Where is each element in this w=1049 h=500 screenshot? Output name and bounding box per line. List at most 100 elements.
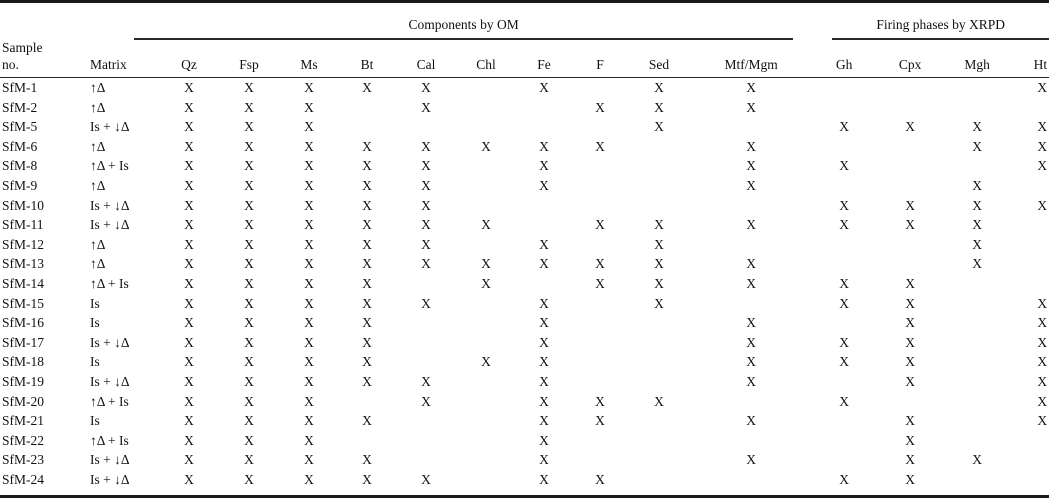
om-mark-cell: X (421, 158, 431, 174)
om-mark-cell: X (539, 373, 549, 389)
om-mark-cell (572, 117, 628, 137)
xrpd-mark-cell: X (1037, 119, 1048, 135)
om-mark-cell: X (304, 413, 314, 429)
om-mark-cell: X (244, 99, 254, 115)
om-mark-cell: X (362, 138, 372, 154)
xrpd-mark-cell: X (1037, 138, 1048, 154)
sample-cell: SfM-22 (2, 432, 45, 448)
xrpd-mark-cell: X (839, 158, 850, 174)
table-row: SfM-19 Is + ↓Δ X X X X X X X X X (0, 372, 1049, 392)
om-mark-cell: X (595, 393, 605, 409)
om-mark-cell: X (362, 413, 372, 429)
xrpd-mark-cell (812, 98, 876, 118)
xrpd-mark-cell (876, 156, 944, 176)
om-mark-cell (456, 431, 516, 451)
om-mark-cell: X (362, 295, 372, 311)
sample-header-line2: no. (2, 57, 19, 72)
xrpd-mark-cell: X (1037, 334, 1048, 350)
om-mark-cell: X (184, 217, 194, 233)
om-mark-cell: X (304, 256, 314, 272)
om-mark-cell (572, 196, 628, 216)
sample-cell: SfM-17 (2, 334, 45, 350)
xrpd-mark-cell: X (839, 275, 850, 291)
col-header-cal: Cal (396, 40, 456, 78)
om-mark-cell: X (654, 236, 664, 252)
om-mark-cell (572, 431, 628, 451)
xrpd-mark-cell: X (972, 138, 983, 154)
xrpd-mark-cell (812, 137, 876, 157)
om-mark-cell: X (244, 158, 254, 174)
om-mark-cell (572, 450, 628, 470)
om-mark-cell: X (244, 373, 254, 389)
matrix-cell: Is (90, 413, 100, 429)
xrpd-mark-cell: X (905, 452, 916, 468)
om-mark-cell: X (595, 217, 605, 233)
xrpd-mark-cell: X (905, 334, 916, 350)
table-row: SfM-1 ↑Δ X X X X X X X X X (0, 78, 1049, 98)
table-row: SfM-9 ↑Δ X X X X X X X X (0, 176, 1049, 196)
sample-cell: SfM-20 (2, 393, 45, 409)
xrpd-mark-cell: X (905, 413, 916, 429)
xrpd-mark-cell: X (905, 354, 916, 370)
om-mark-cell (690, 392, 812, 412)
xrpd-mark-cell (944, 411, 1010, 431)
om-mark-cell (628, 333, 690, 353)
xrpd-mark-cell: X (905, 295, 916, 311)
table-row: SfM-22 ↑Δ + Is X X X X X (0, 431, 1049, 451)
om-mark-cell: X (421, 236, 431, 252)
om-mark-cell (516, 274, 572, 294)
om-mark-cell: X (362, 158, 372, 174)
om-mark-cell (690, 235, 812, 255)
xrpd-mark-cell (944, 313, 1010, 333)
matrix-cell: Is (90, 354, 100, 370)
xrpd-mark-cell (944, 372, 1010, 392)
col-header-qz: Qz (160, 40, 218, 78)
column-header-row: Qz Fsp Ms Bt Cal Chl Fe F Sed Mtf/Mgm Gh… (0, 40, 1049, 78)
om-mark-cell: X (746, 354, 756, 370)
matrix-cell: Is + ↓Δ (90, 373, 130, 389)
xrpd-mark-cell (812, 313, 876, 333)
om-mark-cell (628, 372, 690, 392)
om-mark-cell: X (362, 334, 372, 350)
table-row: SfM-2 ↑Δ X X X X X X X (0, 98, 1049, 118)
om-mark-cell (628, 196, 690, 216)
sample-column-header: Sample no. (0, 3, 88, 78)
om-mark-cell: X (539, 256, 549, 272)
om-mark-cell: X (184, 315, 194, 331)
om-mark-cell (690, 196, 812, 216)
om-mark-cell: X (481, 217, 491, 233)
xrpd-mark-cell (812, 411, 876, 431)
om-mark-cell (456, 98, 516, 118)
om-mark-cell: X (362, 177, 372, 193)
table-row: SfM-24 Is + ↓Δ X X X X X X X X X (0, 470, 1049, 490)
om-mark-cell: X (304, 295, 314, 311)
matrix-cell: Is + ↓Δ (90, 197, 130, 213)
om-mark-cell: X (654, 295, 664, 311)
om-mark-cell (456, 196, 516, 216)
xrpd-mark-cell: X (839, 471, 850, 487)
om-mark-cell: X (184, 275, 194, 291)
om-mark-cell: X (746, 138, 756, 154)
om-mark-cell: X (539, 354, 549, 370)
om-mark-cell: X (244, 334, 254, 350)
om-mark-cell (572, 235, 628, 255)
om-mark-cell: X (539, 138, 549, 154)
col-header-bt: Bt (338, 40, 396, 78)
xrpd-mark-cell: X (972, 197, 983, 213)
xrpd-mark-cell (876, 235, 944, 255)
om-mark-cell: X (539, 413, 549, 429)
om-mark-cell: X (362, 373, 372, 389)
om-mark-cell: X (421, 80, 431, 95)
om-mark-cell: X (481, 138, 491, 154)
om-mark-cell: X (244, 354, 254, 370)
om-mark-cell (516, 98, 572, 118)
om-mark-cell (628, 156, 690, 176)
sample-cell: SfM-11 (2, 217, 44, 233)
om-mark-cell (338, 431, 396, 451)
om-mark-cell: X (746, 217, 756, 233)
xrpd-group-rule: Firing phases by XRPD (832, 17, 1049, 40)
xrpd-mark-cell: X (1037, 295, 1048, 311)
xrpd-mark-cell (812, 431, 876, 451)
om-mark-cell: X (654, 119, 664, 135)
table-row: SfM-23 Is + ↓Δ X X X X X X X X (0, 450, 1049, 470)
